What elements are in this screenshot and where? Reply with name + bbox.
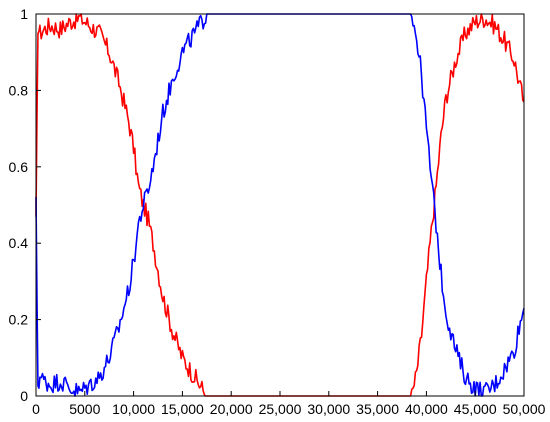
x-tick-label: 10,000: [112, 401, 155, 417]
x-tick-label: 5000: [69, 401, 100, 417]
ticks-layer: 0 5000 10,000 15,000 20,000 25,000 30,000 35,00…: [9, 6, 546, 417]
y-tick-label: 0.4: [9, 235, 29, 251]
y-tick-label: 0.8: [9, 82, 29, 98]
x-tick-label: 50,000: [503, 401, 546, 417]
y-tick-label: 0.6: [9, 159, 29, 175]
x-tick-label: 35,000: [356, 401, 399, 417]
x-tick-label: 15,000: [161, 401, 204, 417]
y-tick-label: 0: [20, 388, 28, 404]
series-layer: [35, 13, 525, 397]
y-tick-label: 0.2: [9, 312, 29, 328]
x-tick-label: 45,000: [454, 401, 497, 417]
y-tick-label: 1: [20, 6, 28, 22]
x-tick-label: 30,000: [307, 401, 350, 417]
x-tick-label: 40,000: [405, 401, 448, 417]
x-tick-label: 20,000: [210, 401, 253, 417]
x-tick-label: 0: [32, 401, 40, 417]
x-tick-label: 25,000: [259, 401, 302, 417]
